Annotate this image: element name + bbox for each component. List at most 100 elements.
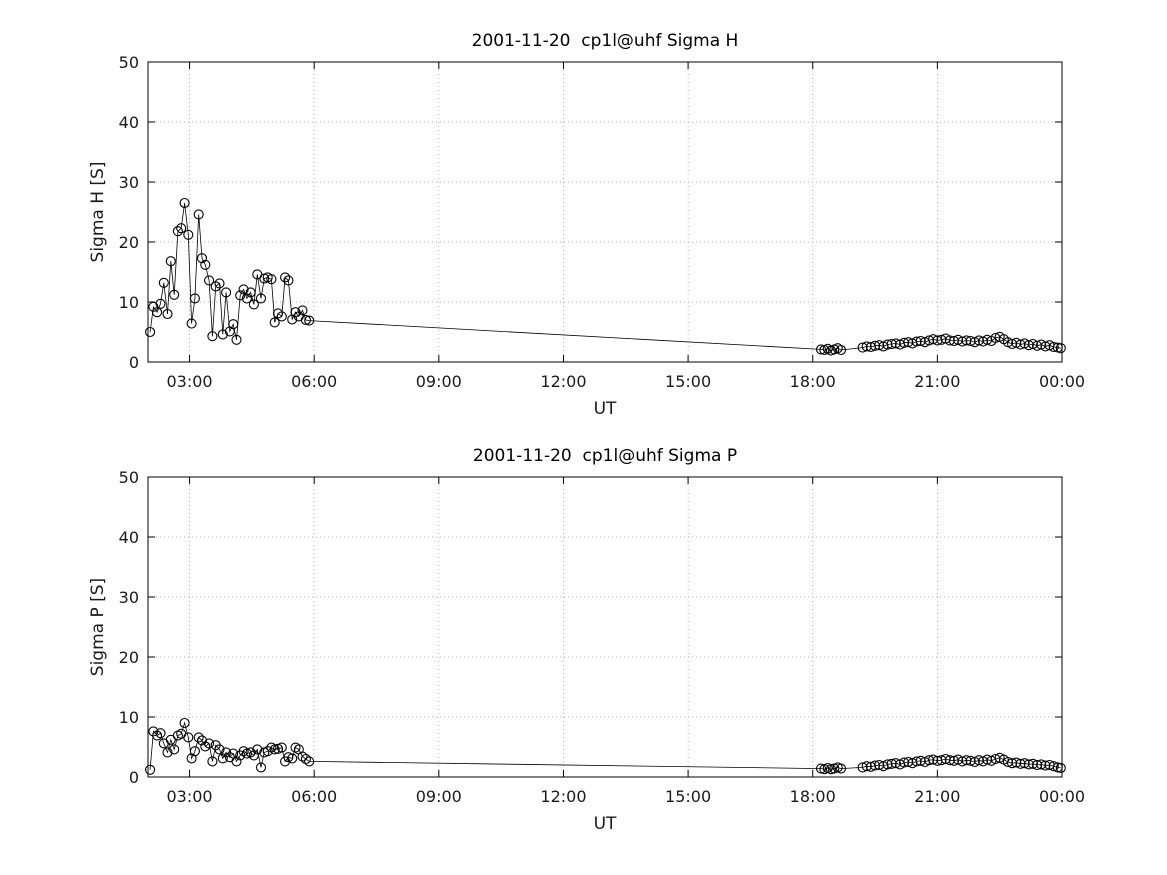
data-marker — [300, 314, 311, 326]
data-marker — [165, 256, 176, 267]
data-marker — [1015, 758, 1026, 769]
data-marker — [835, 763, 847, 774]
data-marker — [217, 753, 228, 764]
data-marker — [957, 336, 968, 347]
data-marker — [1015, 339, 1026, 350]
data-marker — [1032, 340, 1043, 351]
data-marker — [252, 744, 263, 755]
data-marker — [276, 742, 287, 753]
data-marker — [193, 732, 204, 743]
data-marker — [217, 329, 228, 340]
data-marker — [169, 744, 180, 755]
data-marker — [179, 717, 190, 729]
data-marker — [1007, 758, 1018, 769]
data-marker — [280, 272, 291, 283]
data-marker — [899, 337, 910, 348]
data-marker — [248, 299, 259, 310]
axis-box — [147, 61, 1063, 363]
data-marker — [162, 308, 173, 320]
data-marker — [155, 728, 166, 739]
data-marker — [973, 335, 984, 346]
data-marker — [207, 331, 218, 342]
data-marker — [886, 338, 897, 350]
data-marker — [861, 341, 872, 352]
data-marker — [245, 747, 256, 758]
data-marker — [189, 746, 200, 757]
data-marker — [973, 755, 984, 766]
data-marker — [944, 755, 955, 766]
data-marker — [1011, 757, 1022, 768]
x-tick-label: 18:00 — [790, 787, 836, 806]
y-tick-label: 50 — [119, 468, 139, 487]
data-marker — [179, 197, 190, 209]
y-tick-label: 10 — [119, 293, 139, 312]
data-marker — [162, 747, 173, 758]
data-marker — [193, 209, 204, 220]
data-marker — [948, 335, 960, 347]
y-tick-label: 10 — [119, 708, 139, 727]
data-marker — [928, 754, 939, 765]
data-marker — [238, 746, 249, 757]
data-marker — [1002, 756, 1014, 768]
data-marker — [861, 761, 872, 772]
y-tick-label: 40 — [119, 528, 139, 547]
data-marker — [304, 315, 315, 326]
data-marker — [300, 753, 311, 765]
data-marker — [990, 332, 1001, 344]
y-tick-label: 0 — [129, 353, 139, 372]
data-marker — [269, 744, 280, 755]
data-marker — [148, 301, 159, 312]
data-marker — [903, 756, 914, 768]
data-marker — [890, 338, 901, 349]
data-marker — [1032, 759, 1043, 771]
x-tick-label: 03:00 — [166, 787, 212, 806]
data-marker — [196, 253, 208, 264]
data-marker — [857, 762, 868, 773]
data-marker — [965, 335, 976, 347]
data-marker — [924, 755, 935, 766]
data-marker — [1055, 343, 1066, 354]
data-marker — [915, 335, 926, 347]
x-tick-label: 15:00 — [665, 787, 711, 806]
data-marker — [835, 344, 847, 356]
data-marker — [152, 307, 163, 318]
data-marker — [874, 759, 885, 771]
data-marker — [1048, 761, 1059, 772]
data-marker — [903, 337, 914, 348]
data-marker — [207, 756, 218, 767]
data-marker — [155, 298, 166, 309]
data-marker — [183, 229, 194, 240]
data-marker — [200, 259, 211, 270]
data-marker — [1040, 760, 1051, 771]
data-marker — [186, 318, 197, 329]
data-marker — [911, 756, 922, 767]
data-marker — [886, 758, 897, 769]
data-marker — [204, 275, 215, 286]
data-marker — [214, 744, 225, 755]
data-marker — [936, 755, 947, 766]
y-axis-label: Sigma P [S] — [88, 578, 108, 676]
data-marker — [869, 340, 881, 351]
data-marker — [255, 762, 267, 773]
data-marker — [815, 763, 827, 774]
x-tick-label: 21:00 — [914, 787, 960, 806]
data-marker — [241, 293, 252, 304]
data-marker — [189, 293, 200, 304]
x-tick-label: 00:00 — [1039, 372, 1085, 391]
data-marker — [287, 753, 298, 764]
data-marker — [228, 319, 239, 330]
data-marker — [1036, 759, 1047, 770]
data-marker — [911, 336, 922, 347]
y-tick-label: 40 — [119, 113, 139, 132]
data-marker — [890, 758, 901, 769]
x-tick-label: 09:00 — [416, 787, 462, 806]
data-marker — [825, 764, 837, 775]
data-marker — [172, 226, 183, 237]
data-marker — [882, 759, 893, 770]
data-marker — [266, 274, 277, 285]
data-marker — [882, 339, 893, 350]
y-axis-label: Sigma H [S] — [88, 162, 108, 263]
data-marker — [145, 764, 156, 775]
data-marker — [899, 757, 910, 768]
